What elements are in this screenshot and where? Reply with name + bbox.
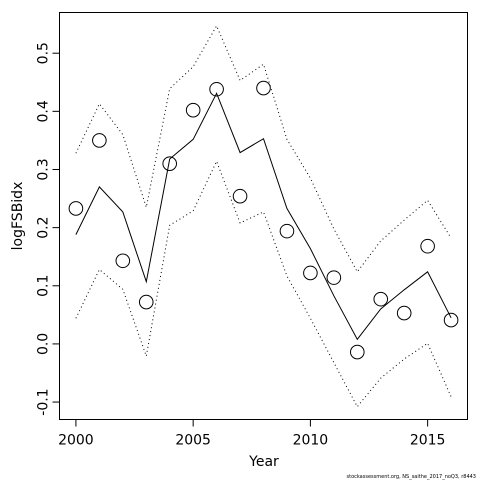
data-point: [326, 270, 342, 285]
data-point: [256, 80, 271, 96]
data-point: [279, 223, 295, 239]
data-point: [115, 253, 131, 269]
data-point: [162, 156, 178, 171]
x-tick-label: 2005: [175, 433, 211, 449]
data-point: [349, 344, 365, 360]
y-tick-label: 0.0: [36, 333, 52, 355]
data-point: [209, 81, 224, 97]
data-point: [68, 201, 84, 216]
x-tick-label: 2000: [58, 433, 94, 449]
upper-ci-line: [75, 24, 452, 273]
data-point: [443, 312, 459, 328]
estimate-line: [75, 92, 452, 341]
data-point: [396, 305, 412, 321]
data-point: [232, 188, 248, 204]
x-tick-label: 2010: [293, 433, 329, 449]
data-marks: [68, 24, 459, 408]
x-tick-label: 2015: [410, 433, 446, 449]
x-axis-title: Year: [248, 454, 279, 470]
y-tick-label: 0.1: [36, 275, 52, 297]
y-axis-title: logFSBidx: [10, 182, 26, 251]
lower-ci-line: [75, 160, 452, 408]
y-tick-label: -0.1: [36, 388, 52, 415]
data-point: [92, 133, 107, 148]
data-point: [185, 102, 201, 118]
plot-frame: [59, 12, 468, 420]
y-tick-label: 0.3: [36, 158, 52, 180]
y-tick-label: 0.2: [36, 216, 52, 238]
data-point: [373, 291, 389, 307]
data-point: [138, 294, 154, 310]
credit-text: stockassessment.org, NS_saithe_2017_noQ3…: [347, 474, 477, 480]
y-tick-label: 0.4: [36, 100, 52, 122]
y-tick-label: 0.5: [36, 42, 52, 64]
x-axis: 2000 2005 2010 2015: [58, 419, 446, 449]
data-point: [420, 238, 435, 254]
data-point: [303, 265, 318, 281]
y-axis: -0.1 0.0 0.1 0.2 0.3 0.4 0.5: [36, 42, 60, 416]
